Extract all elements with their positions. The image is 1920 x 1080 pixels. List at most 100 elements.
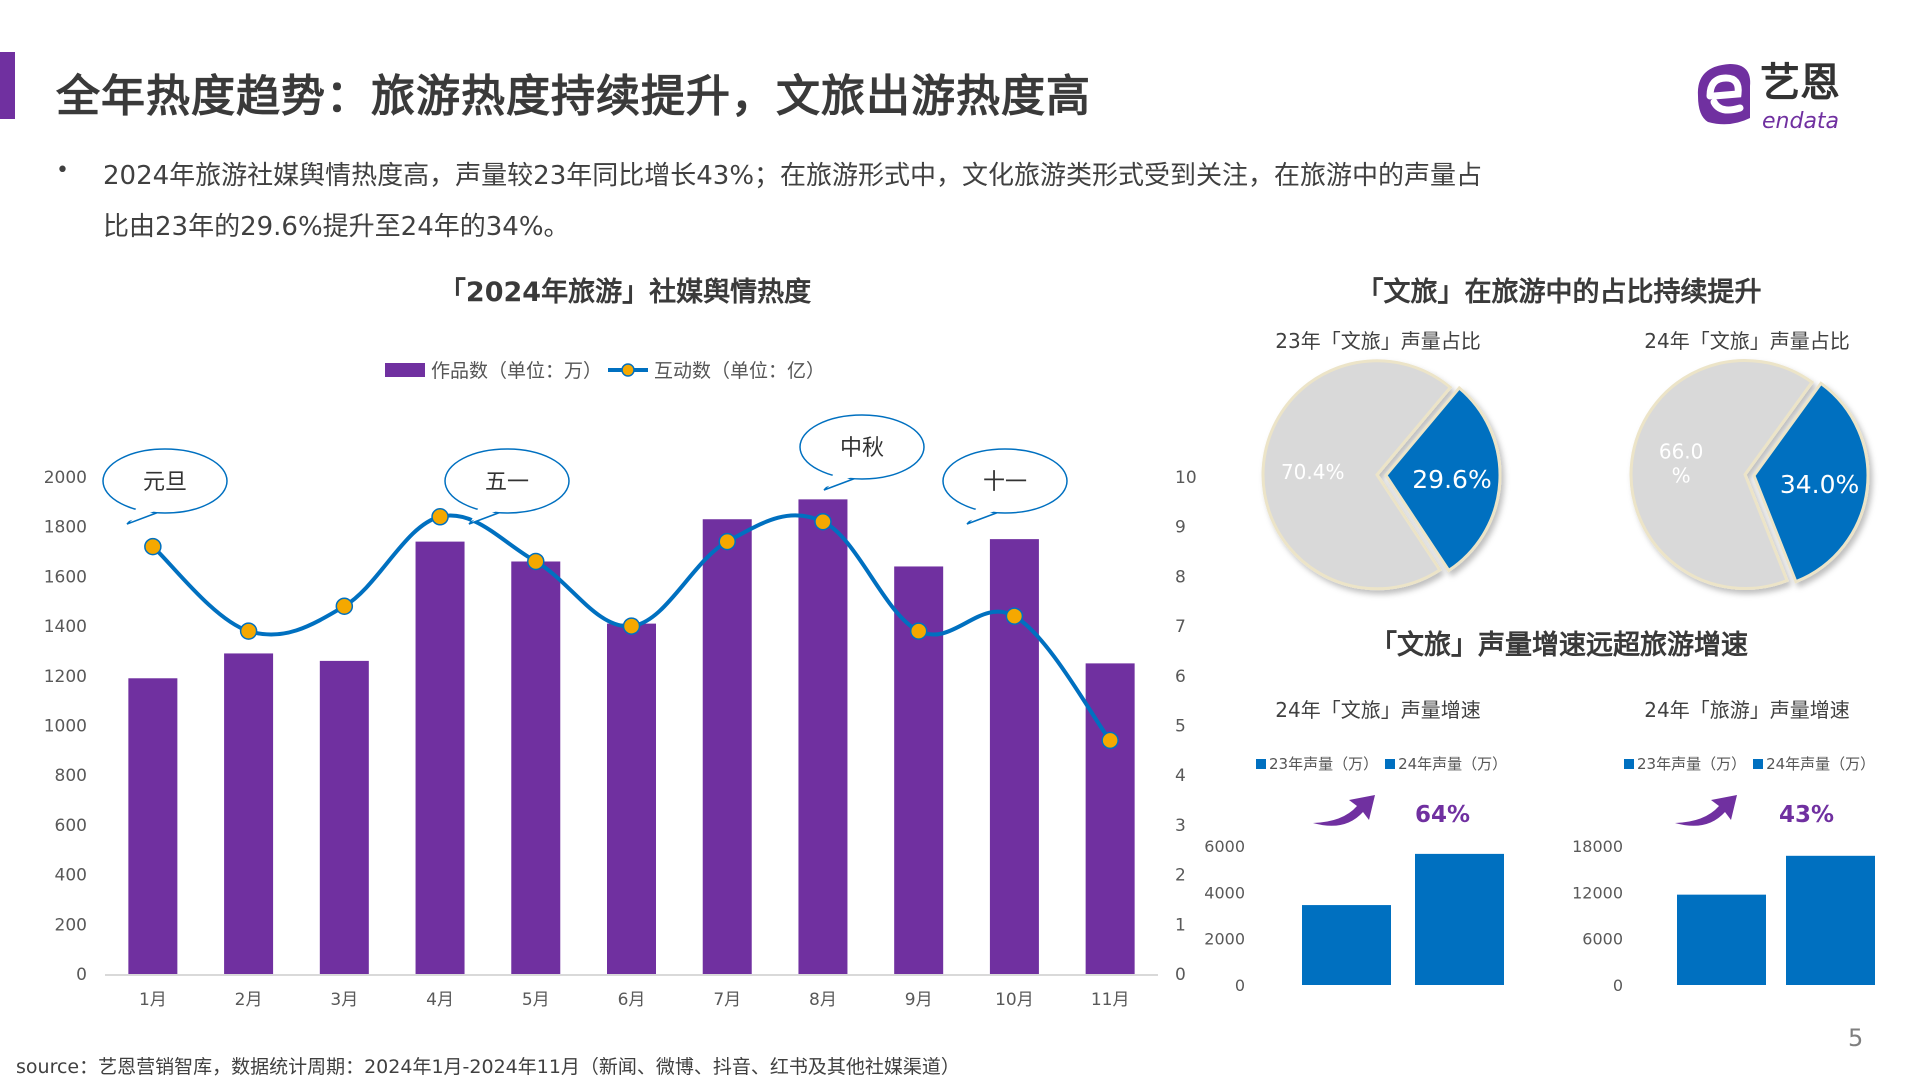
pie-label-wenlv: 29.6% xyxy=(1412,465,1491,494)
growth-rate-label: 43% xyxy=(1779,802,1834,828)
right-axis-tick: 2 xyxy=(1175,866,1186,886)
source-note: source：艺恩营销智库，数据统计周期：2024年1月-2024年11月（新闻… xyxy=(16,1056,960,1078)
callout-label: 中秋 xyxy=(840,436,884,461)
pie-label-wenlv: 34.0% xyxy=(1780,470,1859,499)
right-axis-tick: 3 xyxy=(1175,816,1186,836)
callout-bubble xyxy=(799,414,925,480)
line-marker-4月 xyxy=(431,508,449,526)
legend-bar-swatch-icon xyxy=(385,362,425,377)
right-axis-tick: 10 xyxy=(1175,468,1197,488)
pie-label-other: 70.4% xyxy=(1281,460,1345,484)
bar-5月 xyxy=(511,561,561,974)
growth-axis-tick: 4000 xyxy=(1204,883,1245,902)
growth-bar-1 xyxy=(1415,853,1504,985)
x-axis-tick: 4月 xyxy=(426,990,454,1010)
left-axis-tick: 800 xyxy=(55,766,87,786)
right-axis-tick: 7 xyxy=(1175,617,1186,637)
left-axis-tick: 1600 xyxy=(44,567,87,587)
growth-bar-0 xyxy=(1677,894,1766,985)
legend-swatch-icon xyxy=(1753,758,1764,769)
right-axis-tick: 9 xyxy=(1175,518,1186,538)
bullet-icon: • xyxy=(56,158,69,183)
left-axis-tick: 200 xyxy=(55,915,87,935)
pie-slice-other xyxy=(1629,359,1815,590)
growth-rate-label: 64% xyxy=(1415,802,1470,828)
line-marker-3月 xyxy=(335,597,354,615)
callout-label: 元旦 xyxy=(143,470,187,495)
x-axis-tick: 3月 xyxy=(330,990,358,1010)
pie-slice-wenlv xyxy=(1752,381,1870,584)
x-axis-tick: 9月 xyxy=(905,990,933,1010)
legend-label: 23年声量（万） xyxy=(1269,755,1379,773)
left-axis-tick: 1000 xyxy=(44,717,87,737)
growth-section-title: 「文旅」声量增速远超旅游增速 xyxy=(1370,630,1748,661)
share-section-title: 「文旅」在旅游中的占比持续提升 xyxy=(1356,277,1762,308)
growth-axis-tick: 0 xyxy=(1235,976,1245,995)
summary-line-2: 比由23年的29.6%提升至24年的34%。 xyxy=(103,212,570,242)
x-axis-tick: 7月 xyxy=(713,990,741,1010)
left-axis-tick: 400 xyxy=(55,866,87,886)
title-accent-bar xyxy=(0,52,15,119)
line-marker-1月 xyxy=(144,537,162,556)
bar-2月 xyxy=(224,653,274,974)
bar-11月 xyxy=(1085,663,1135,974)
x-axis-tick: 8月 xyxy=(809,990,837,1010)
wenlv-growth-legend: 23年声量（万） 24年声量（万） xyxy=(1256,753,1507,774)
main-chart-legend: 作品数（单位：万） 互动数（单位：亿） xyxy=(385,356,825,383)
right-axis-tick: 8 xyxy=(1175,567,1186,587)
left-axis-tick: 2000 xyxy=(44,468,87,488)
callout-tail-fill xyxy=(471,507,497,521)
right-axis-tick: 1 xyxy=(1175,915,1186,935)
growth-arrow-icon xyxy=(1313,795,1375,826)
pie-23-title: 23年「文旅」声量占比 xyxy=(1275,329,1481,353)
logo-cn-text: 艺恩 xyxy=(1760,60,1840,106)
callout-tail-fill xyxy=(129,507,155,521)
left-axis-tick: 600 xyxy=(55,816,87,836)
pie-label-other: 66.0% xyxy=(1659,439,1704,487)
line-marker-7月 xyxy=(718,532,736,551)
page-number: 5 xyxy=(1848,1024,1864,1052)
bar-7月 xyxy=(702,519,752,974)
callout-十一: 十一 xyxy=(942,448,1068,525)
growth-axis-tick: 6000 xyxy=(1582,930,1623,949)
line-marker-6月 xyxy=(622,617,641,635)
page-title: 全年热度趋势：旅游热度持续提升，文旅出游热度高 xyxy=(56,71,1091,122)
legend-swatch-icon xyxy=(1256,758,1266,769)
wenlv-growth-title: 24年「文旅」声量增速 xyxy=(1275,698,1481,722)
callout-bubble xyxy=(102,448,228,514)
logo-en-text: endata xyxy=(1762,109,1839,134)
pie-slice-wenlv xyxy=(1384,385,1502,573)
callout-五一: 五一 xyxy=(444,448,570,525)
legend-swatch-icon xyxy=(1385,758,1396,769)
callout-tail-fill xyxy=(969,507,995,521)
growth-arrow-icon xyxy=(1675,795,1737,826)
legend-line-swatch-icon xyxy=(608,362,649,377)
right-axis-tick: 4 xyxy=(1175,766,1186,786)
x-axis-tick: 6月 xyxy=(618,990,646,1010)
left-axis-tick: 1200 xyxy=(44,667,87,687)
summary-line-1: 2024年旅游社媒舆情热度高，声量较23年同比增长43%；在旅游形式中，文化旅游… xyxy=(103,161,1483,191)
callout-bubble xyxy=(444,448,570,514)
line-marker-2月 xyxy=(239,622,258,640)
bar-10月 xyxy=(989,539,1039,974)
bar-6月 xyxy=(607,623,656,974)
x-axis-tick: 2月 xyxy=(235,990,263,1010)
left-axis-tick: 1800 xyxy=(44,518,87,538)
legend-swatch-icon xyxy=(1624,758,1634,769)
growth-axis-tick: 2000 xyxy=(1204,930,1245,949)
x-axis-tick: 5月 xyxy=(522,990,550,1010)
x-axis-tick: 11月 xyxy=(1091,990,1130,1010)
left-axis-tick: 1400 xyxy=(44,617,87,637)
pie-24-title: 24年「文旅」声量占比 xyxy=(1644,329,1850,353)
bar-8月 xyxy=(798,499,848,974)
growth-bar-0 xyxy=(1302,905,1391,985)
travel-growth-legend: 23年声量（万） 24年声量（万） xyxy=(1624,753,1875,774)
pie-slice-other xyxy=(1261,359,1453,591)
bar-1月 xyxy=(128,678,178,974)
travel-growth-title: 24年「旅游」声量增速 xyxy=(1644,698,1850,722)
line-marker-5月 xyxy=(527,552,545,571)
callout-label: 五一 xyxy=(485,470,529,495)
line-marker-8月 xyxy=(814,512,832,531)
bar-3月 xyxy=(319,660,369,974)
growth-axis-tick: 0 xyxy=(1613,976,1623,995)
